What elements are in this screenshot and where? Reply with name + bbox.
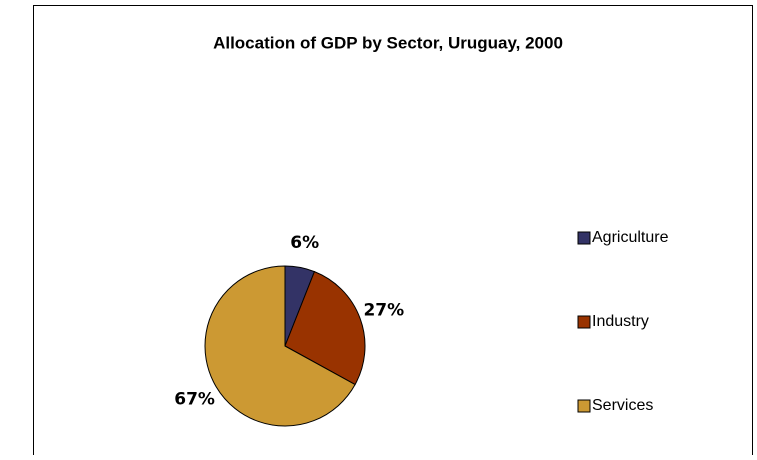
data-label: 27%	[363, 300, 404, 320]
pie-slice	[204, 265, 356, 427]
pie-slice	[284, 270, 366, 386]
legend-swatch	[577, 231, 591, 245]
chart-title: Allocation of GDP by Sector, Uruguay, 20…	[213, 33, 563, 52]
data-label: 6%	[290, 233, 319, 253]
legend-swatch	[577, 399, 591, 413]
legend-label: Services	[592, 397, 653, 414]
chart-frame	[33, 5, 753, 460]
legend-label: Agriculture	[592, 229, 669, 246]
data-label: 67%	[174, 389, 215, 409]
legend-label: Industry	[592, 313, 649, 330]
legend-swatch	[577, 315, 591, 329]
